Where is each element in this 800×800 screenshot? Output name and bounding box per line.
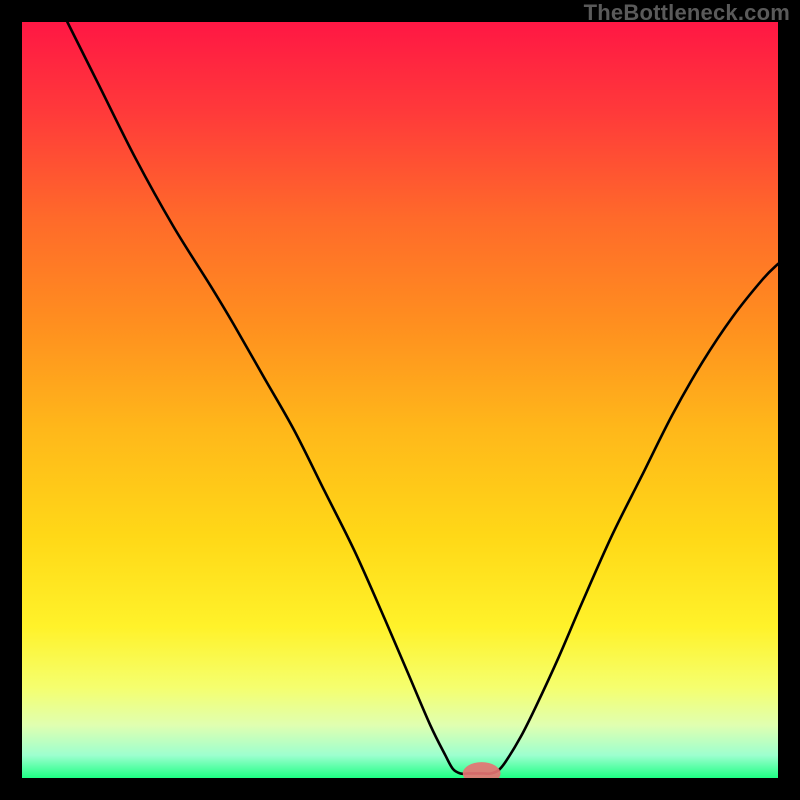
gradient-background xyxy=(22,22,778,778)
watermark-text: TheBottleneck.com xyxy=(584,0,790,26)
plot-area xyxy=(22,22,778,778)
chart-svg xyxy=(22,22,778,778)
chart-container: TheBottleneck.com xyxy=(0,0,800,800)
